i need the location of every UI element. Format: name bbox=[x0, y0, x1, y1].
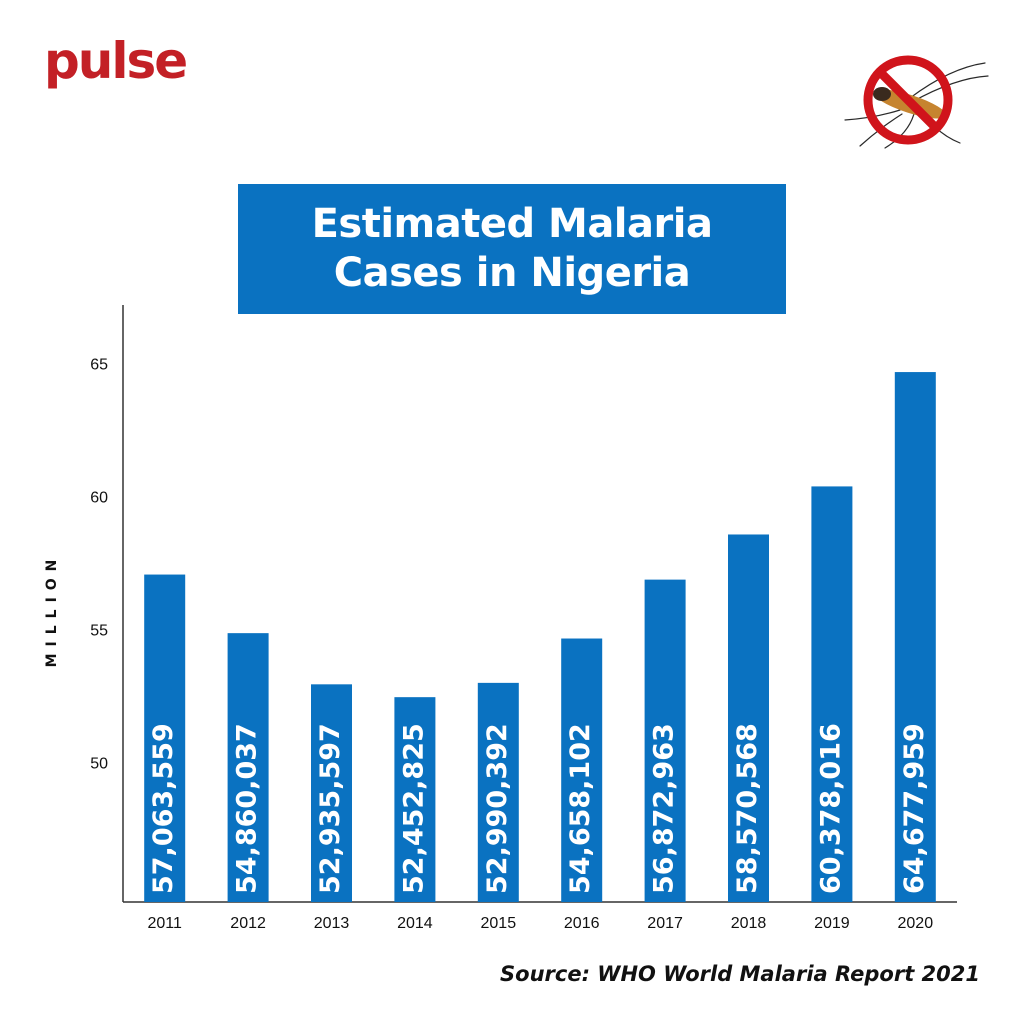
x-tick-label: 2014 bbox=[397, 915, 433, 932]
bar bbox=[311, 684, 352, 902]
chart-title: Estimated Malaria Cases in Nigeria bbox=[238, 184, 786, 314]
bar bbox=[644, 579, 686, 902]
x-tick-label: 2011 bbox=[147, 915, 182, 932]
bar bbox=[144, 574, 186, 902]
bar-value-label: 54,658,102 bbox=[565, 723, 596, 894]
source-note: Source: WHO World Malaria Report 2021 bbox=[500, 962, 980, 986]
y-tick-label: 50 bbox=[90, 755, 108, 772]
x-tick-label: 2015 bbox=[481, 915, 517, 932]
chart-title-text: Estimated Malaria Cases in Nigeria bbox=[311, 201, 713, 296]
bar bbox=[227, 633, 269, 902]
x-tick-label: 2012 bbox=[230, 915, 266, 932]
bar-value-label: 52,990,392 bbox=[482, 723, 513, 894]
y-tick-label: 60 bbox=[90, 489, 108, 506]
bar bbox=[728, 534, 769, 902]
bar-value-label: 57,063,559 bbox=[148, 723, 179, 894]
y-tick-label: 65 bbox=[90, 357, 108, 374]
bar bbox=[477, 682, 519, 902]
bar bbox=[394, 697, 436, 902]
bar bbox=[894, 372, 936, 902]
bar-value-label: 58,570,568 bbox=[732, 723, 763, 894]
x-tick-label: 2020 bbox=[898, 915, 934, 932]
bar bbox=[811, 486, 853, 902]
x-tick-label: 2017 bbox=[647, 915, 683, 932]
bar bbox=[561, 638, 603, 902]
no-mosquito-icon bbox=[844, 55, 989, 149]
bar-value-label: 52,452,825 bbox=[398, 723, 429, 894]
x-tick-label: 2018 bbox=[731, 915, 767, 932]
bar-value-label: 54,860,037 bbox=[232, 723, 263, 894]
y-tick-label: 55 bbox=[90, 622, 108, 639]
bar-value-label: 56,872,963 bbox=[649, 723, 680, 894]
x-tick-label: 2013 bbox=[314, 915, 350, 932]
pulse-logo: pulse bbox=[44, 32, 188, 90]
bar-value-label: 60,378,016 bbox=[815, 723, 846, 894]
bar-value-label: 64,677,959 bbox=[899, 723, 930, 894]
bar-value-label: 52,935,597 bbox=[315, 723, 346, 894]
x-tick-label: 2019 bbox=[814, 915, 850, 932]
x-tick-label: 2016 bbox=[564, 915, 600, 932]
